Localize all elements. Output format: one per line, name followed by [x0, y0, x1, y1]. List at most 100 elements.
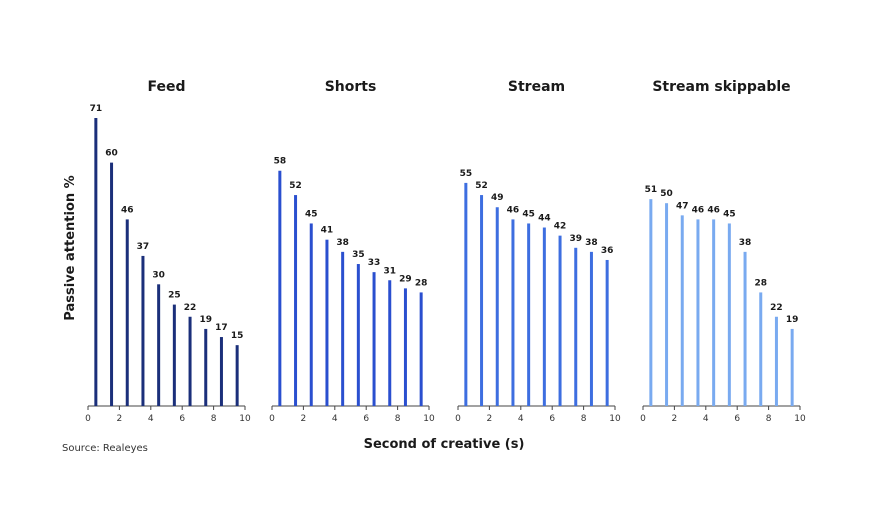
bar: [558, 235, 562, 406]
data-label: 46: [121, 205, 134, 215]
bar: [403, 288, 407, 406]
data-label: 17: [215, 323, 228, 333]
data-label: 33: [368, 258, 381, 268]
bar: [495, 207, 499, 406]
data-label: 47: [676, 201, 689, 211]
bar: [527, 223, 531, 406]
data-label: 38: [585, 238, 598, 248]
bar: [188, 316, 192, 406]
data-label: 58: [274, 157, 287, 167]
bar: [94, 118, 98, 406]
data-label: 38: [336, 238, 349, 248]
x-tick-label: 0: [269, 414, 275, 424]
data-label: 52: [289, 181, 302, 191]
data-label: 41: [321, 226, 334, 236]
x-tick-label: 2: [672, 414, 678, 424]
bar: [172, 304, 176, 406]
data-label: 52: [475, 181, 488, 191]
bar: [325, 239, 329, 406]
y-axis-title: Passive attention %: [63, 175, 78, 320]
data-label: 28: [415, 278, 428, 288]
bar: [219, 337, 223, 406]
x-tick-label: 0: [85, 414, 91, 424]
data-label: 60: [105, 149, 118, 159]
x-tick-label: 10: [794, 414, 806, 424]
bar: [790, 328, 794, 406]
data-label: 45: [522, 209, 535, 219]
bar: [141, 255, 145, 406]
bar: [743, 251, 747, 406]
data-label: 35: [352, 250, 365, 260]
bar: [649, 199, 653, 406]
x-tick-label: 8: [395, 414, 401, 424]
x-tick-label: 10: [609, 414, 621, 424]
data-label: 42: [554, 222, 567, 232]
data-label: 49: [491, 193, 504, 203]
bar: [680, 215, 684, 406]
bar: [696, 219, 700, 406]
x-tick-label: 4: [703, 414, 709, 424]
data-label: 19: [199, 315, 212, 325]
data-label: 71: [90, 104, 103, 114]
bar: [589, 251, 593, 406]
x-tick-label: 2: [487, 414, 493, 424]
x-tick-label: 0: [640, 414, 646, 424]
data-label: 46: [507, 205, 520, 215]
data-label: 45: [723, 209, 736, 219]
data-label: 15: [231, 331, 244, 341]
bar: [727, 223, 731, 406]
data-label: 19: [786, 315, 799, 325]
x-tick-label: 8: [581, 414, 587, 424]
data-label: 55: [460, 169, 473, 179]
x-axis-title: Second of creative (s): [364, 437, 525, 452]
data-label: 37: [137, 242, 150, 252]
panel-title: Feed: [147, 79, 185, 95]
x-tick-label: 2: [301, 414, 307, 424]
bar: [278, 170, 282, 406]
x-tick-label: 6: [179, 414, 185, 424]
bar: [341, 251, 345, 406]
bar: [388, 280, 392, 406]
x-tick-label: 2: [117, 414, 123, 424]
bar: [157, 284, 161, 406]
x-tick-label: 4: [332, 414, 338, 424]
bar: [356, 264, 360, 406]
x-tick-label: 6: [363, 414, 369, 424]
bar: [605, 259, 609, 406]
bar: [542, 227, 546, 406]
data-label: 45: [305, 209, 318, 219]
bar: [574, 247, 578, 406]
bar: [294, 195, 298, 406]
x-tick-label: 4: [148, 414, 154, 424]
x-tick-label: 0: [455, 414, 461, 424]
bar: [110, 162, 114, 406]
data-label: 31: [383, 266, 396, 276]
panel-title: Stream skippable: [652, 79, 790, 95]
bar: [204, 328, 208, 406]
x-tick-label: 6: [734, 414, 740, 424]
data-label: 28: [754, 278, 767, 288]
panel-title: Stream: [508, 79, 565, 95]
bar: [235, 345, 239, 406]
x-tick-label: 6: [549, 414, 555, 424]
data-label: 44: [538, 214, 551, 224]
x-tick-label: 8: [766, 414, 772, 424]
bar: [511, 219, 515, 406]
data-label: 36: [601, 246, 614, 256]
data-label: 39: [569, 234, 582, 244]
data-label: 46: [692, 205, 705, 215]
x-tick-label: 10: [423, 414, 435, 424]
data-label: 22: [770, 303, 783, 313]
x-tick-label: 4: [518, 414, 524, 424]
bar: [759, 292, 763, 406]
source-note: Source: Realeyes: [62, 443, 148, 454]
panel-title: Shorts: [325, 79, 377, 95]
x-tick-label: 8: [211, 414, 217, 424]
data-label: 30: [152, 270, 165, 280]
